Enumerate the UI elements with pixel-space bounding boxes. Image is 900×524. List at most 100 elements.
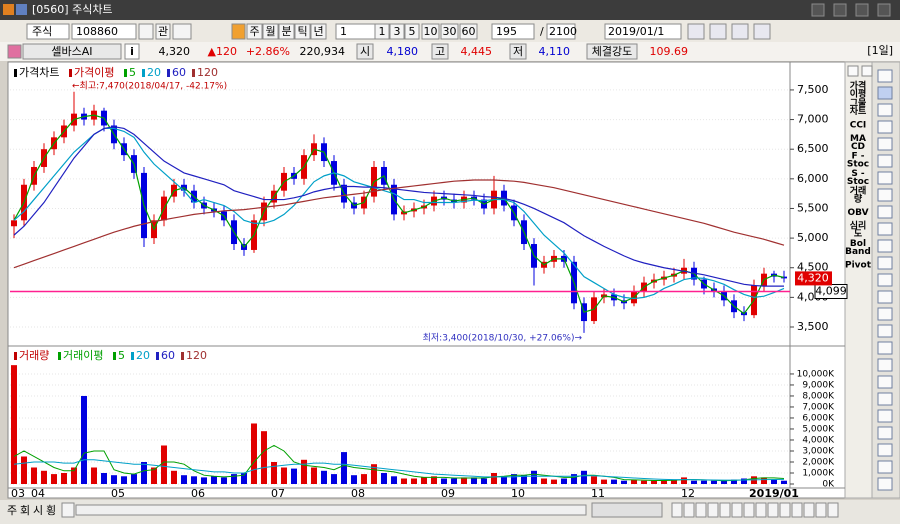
tab[interactable]: 회 [20, 504, 30, 517]
scroll-thumb[interactable] [591, 502, 663, 518]
tool-icon[interactable] [877, 443, 893, 457]
tool-button[interactable] [709, 23, 727, 40]
window-button[interactable] [855, 3, 869, 17]
period-button[interactable] [246, 23, 263, 40]
indicator-button[interactable]: Pivot [845, 261, 872, 271]
tool-button[interactable] [687, 23, 705, 40]
tool-icon[interactable] [877, 341, 893, 355]
tool-icon[interactable] [877, 392, 893, 406]
nav-button[interactable] [683, 502, 695, 518]
tool-icon[interactable] [877, 86, 893, 100]
tool-icon[interactable] [877, 239, 893, 253]
indicator-button[interactable]: 차트 [850, 105, 867, 117]
tool-icon[interactable] [877, 154, 893, 168]
indicator-button[interactable]: 가격 [850, 80, 867, 92]
period-button[interactable] [262, 23, 279, 40]
minute-button[interactable] [404, 23, 420, 40]
total-input[interactable] [546, 23, 576, 40]
day-button[interactable] [231, 23, 246, 40]
indicator-button[interactable]: Stoc [847, 177, 869, 187]
minute-button[interactable] [374, 23, 390, 40]
nav-button[interactable] [743, 502, 755, 518]
tool-icon[interactable] [877, 324, 893, 338]
info-button[interactable] [124, 43, 140, 60]
tool-icon[interactable] [877, 69, 893, 83]
scroll-down[interactable] [847, 65, 859, 77]
tool-icon[interactable] [877, 307, 893, 321]
volume-bar [91, 467, 97, 484]
nav-button[interactable] [767, 502, 779, 518]
tab[interactable]: 시 [33, 504, 43, 517]
minute-button[interactable] [459, 23, 478, 40]
window-button[interactable] [833, 3, 847, 17]
period-button[interactable] [294, 23, 311, 40]
tab[interactable]: 주 [7, 504, 17, 517]
minute-button[interactable] [421, 23, 440, 40]
scroll-left[interactable] [61, 502, 75, 518]
tool-icon[interactable] [877, 477, 893, 491]
tool-icon[interactable] [877, 205, 893, 219]
indicator-button[interactable]: 심리 [850, 220, 867, 232]
arrow-button[interactable] [172, 23, 192, 40]
tool-icon[interactable] [877, 171, 893, 185]
indicator-button[interactable]: 이평 [850, 88, 867, 100]
code-input[interactable] [71, 23, 137, 40]
nav-button[interactable] [695, 502, 707, 518]
indicator-button[interactable]: Bol [850, 239, 866, 249]
indicator-button[interactable]: 거래 [850, 185, 867, 197]
indicator-button[interactable]: S - [851, 169, 865, 179]
date-input[interactable] [604, 23, 682, 40]
count-input[interactable] [491, 23, 535, 40]
market-select[interactable] [26, 23, 70, 40]
indicator-button[interactable]: OBV [847, 208, 868, 218]
watch-button[interactable] [155, 23, 171, 40]
period-button[interactable] [310, 23, 327, 40]
period-button[interactable] [278, 23, 295, 40]
indicator-button[interactable]: 그물 [850, 98, 867, 109]
window-button[interactable] [811, 3, 825, 17]
nav-button[interactable] [827, 502, 839, 518]
nav-button[interactable] [719, 502, 731, 518]
tab[interactable]: 횡 [46, 504, 56, 517]
indicator-button[interactable]: Band [845, 247, 871, 257]
tool-icon[interactable] [877, 426, 893, 440]
window-button[interactable] [877, 3, 891, 17]
tool-icon[interactable] [877, 137, 893, 151]
tool-icon[interactable] [877, 409, 893, 423]
nav-button[interactable] [803, 502, 815, 518]
tool-icon[interactable] [877, 256, 893, 270]
tool-icon[interactable] [877, 358, 893, 372]
indicator-button[interactable]: F - [851, 152, 864, 162]
indicator-button[interactable]: 도 [854, 229, 863, 240]
search-button[interactable] [138, 23, 154, 40]
nav-button[interactable] [815, 502, 827, 518]
tool-button[interactable] [753, 23, 771, 40]
nav-button[interactable] [731, 502, 743, 518]
indicator-button[interactable]: 량 [854, 193, 863, 205]
nav-button[interactable] [791, 502, 803, 518]
tool-button[interactable] [731, 23, 749, 40]
indicator-button[interactable]: MA [850, 134, 866, 144]
stock-icon[interactable] [7, 44, 22, 59]
tool-icon[interactable] [877, 460, 893, 474]
tool-icon[interactable] [877, 103, 893, 117]
minute-button[interactable] [440, 23, 459, 40]
indicator-button[interactable]: Stoc [847, 160, 869, 170]
indicator-button[interactable]: CD [851, 142, 865, 152]
scrollbar-track[interactable] [75, 504, 587, 516]
scroll-up[interactable] [861, 65, 873, 77]
tool-icon[interactable] [877, 222, 893, 236]
tool-icon[interactable] [877, 290, 893, 304]
tool-icon[interactable] [877, 375, 893, 389]
nav-button[interactable] [707, 502, 719, 518]
tool-icon[interactable] [877, 120, 893, 134]
volume-bar [411, 478, 417, 484]
minute-button[interactable] [389, 23, 405, 40]
nav-button[interactable] [671, 502, 683, 518]
indicator-button[interactable]: CCI [850, 121, 867, 131]
tool-icon[interactable] [877, 273, 893, 287]
nav-button[interactable] [779, 502, 791, 518]
tool-icon[interactable] [877, 188, 893, 202]
nav-button[interactable] [755, 502, 767, 518]
